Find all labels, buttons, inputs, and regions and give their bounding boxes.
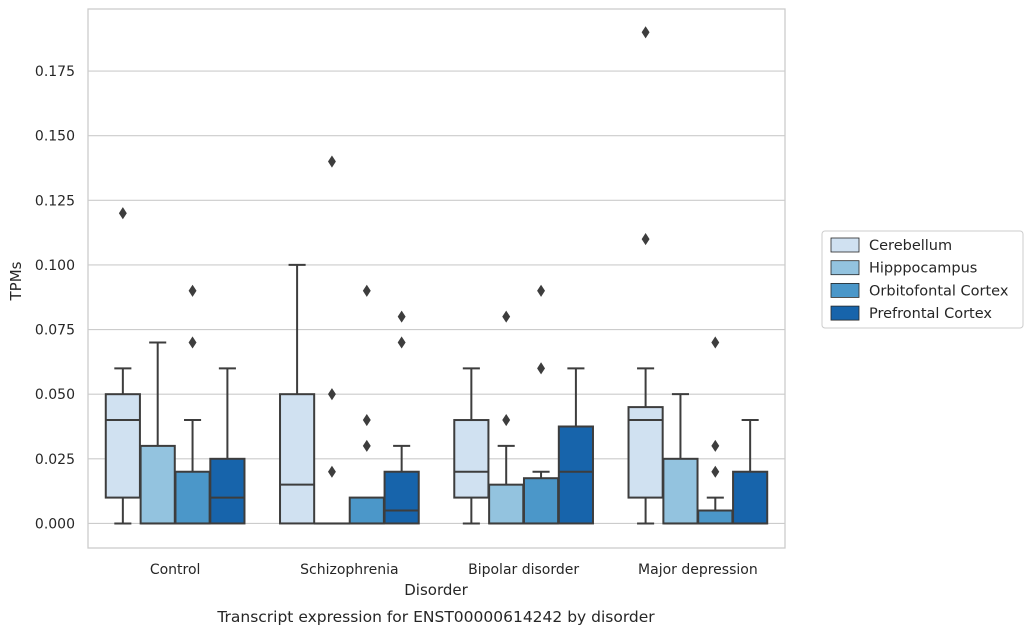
outlier-point (641, 26, 650, 39)
box-0-2 (174, 284, 211, 525)
box-body (104, 393, 141, 499)
box-body (139, 444, 176, 525)
outlier-point (711, 439, 720, 452)
box-2-2 (522, 284, 560, 525)
legend-swatch (830, 237, 860, 253)
box-body (662, 457, 699, 525)
y-tick-label: 0.125 (35, 193, 75, 209)
outlier-point (502, 310, 511, 323)
legend-frame (821, 230, 1024, 329)
outlier-point (711, 465, 720, 478)
box-body (279, 393, 316, 525)
legend: Cerebellum Hipppocampus Orbitofontal Corte… (821, 230, 1024, 329)
box-body (697, 509, 734, 525)
box-2-0 (453, 367, 490, 525)
box-body (453, 419, 490, 499)
plot-area-frame (87, 8, 786, 549)
legend-label: Hipppocampus (869, 261, 977, 277)
box-0-3 (209, 367, 246, 525)
outlier-point (188, 336, 197, 349)
box-1-1 (313, 155, 351, 525)
y-axis-title: TPMs (7, 261, 25, 301)
outlier-point (362, 284, 371, 297)
box-series (104, 26, 769, 525)
outlier-point (711, 336, 720, 349)
box-0-0 (104, 207, 141, 525)
box-3-0 (627, 26, 664, 525)
box-3-3 (732, 419, 769, 525)
box-3-1 (662, 393, 699, 525)
box-body (209, 457, 246, 525)
box-2-3 (557, 367, 594, 525)
box-body (732, 470, 769, 525)
box-0-1 (139, 341, 176, 525)
y-tick-label: 0.000 (35, 516, 75, 532)
x-tick-label: Schizophrenia (300, 562, 398, 578)
y-tick-label: 0.050 (35, 387, 75, 403)
outlier-point (327, 388, 336, 401)
legend-swatch (830, 282, 860, 298)
box-body (557, 425, 594, 525)
outlier-point (397, 310, 406, 323)
box-body (522, 477, 560, 525)
box-1-2 (348, 284, 385, 525)
outlier-point (118, 207, 127, 220)
y-tick-labels: 0.000 0.025 0.050 0.075 0.100 0.125 0.150 0.175 (35, 64, 75, 532)
gridlines (88, 70, 785, 525)
legend-swatch (830, 305, 860, 321)
y-tick-label: 0.100 (35, 258, 75, 274)
x-tick-labels: Control Schizophrenia Bipolar disorder Majo… (150, 562, 758, 578)
x-tick-label: Bipolar disorder (468, 562, 579, 578)
legend-swatch (830, 260, 860, 276)
box-2-1 (488, 310, 525, 525)
box-body (383, 470, 420, 525)
box-body (627, 406, 664, 499)
y-tick-label: 0.175 (35, 64, 75, 80)
chart-caption: Transcript expression for ENST0000061424… (216, 608, 655, 626)
x-axis-title: Disorder (404, 581, 468, 599)
outlier-point (537, 362, 546, 375)
legend-label: Prefrontal Cortex (869, 306, 992, 322)
outlier-point (641, 233, 650, 246)
y-tick-label: 0.025 (35, 452, 75, 468)
y-tick-label: 0.150 (35, 129, 75, 145)
box-body (348, 496, 385, 525)
outlier-point (362, 413, 371, 427)
x-tick-label: Major depression (638, 562, 758, 578)
outlier-point (537, 284, 546, 297)
box-1-3 (383, 310, 420, 525)
outlier-point (327, 155, 336, 168)
box-body (488, 483, 525, 525)
outlier-point (362, 439, 371, 452)
box-body (174, 470, 211, 525)
outlier-point (397, 336, 406, 349)
outlier-point (327, 465, 336, 478)
legend-label: Orbitofontal Cortex (869, 283, 1009, 299)
box-3-2 (697, 336, 734, 525)
outlier-point (502, 413, 511, 427)
outlier-point (188, 284, 197, 297)
x-tick-label: Control (150, 562, 201, 578)
box-1-0 (279, 263, 316, 525)
y-tick-label: 0.075 (35, 323, 75, 339)
legend-label: Cerebellum (869, 238, 952, 254)
